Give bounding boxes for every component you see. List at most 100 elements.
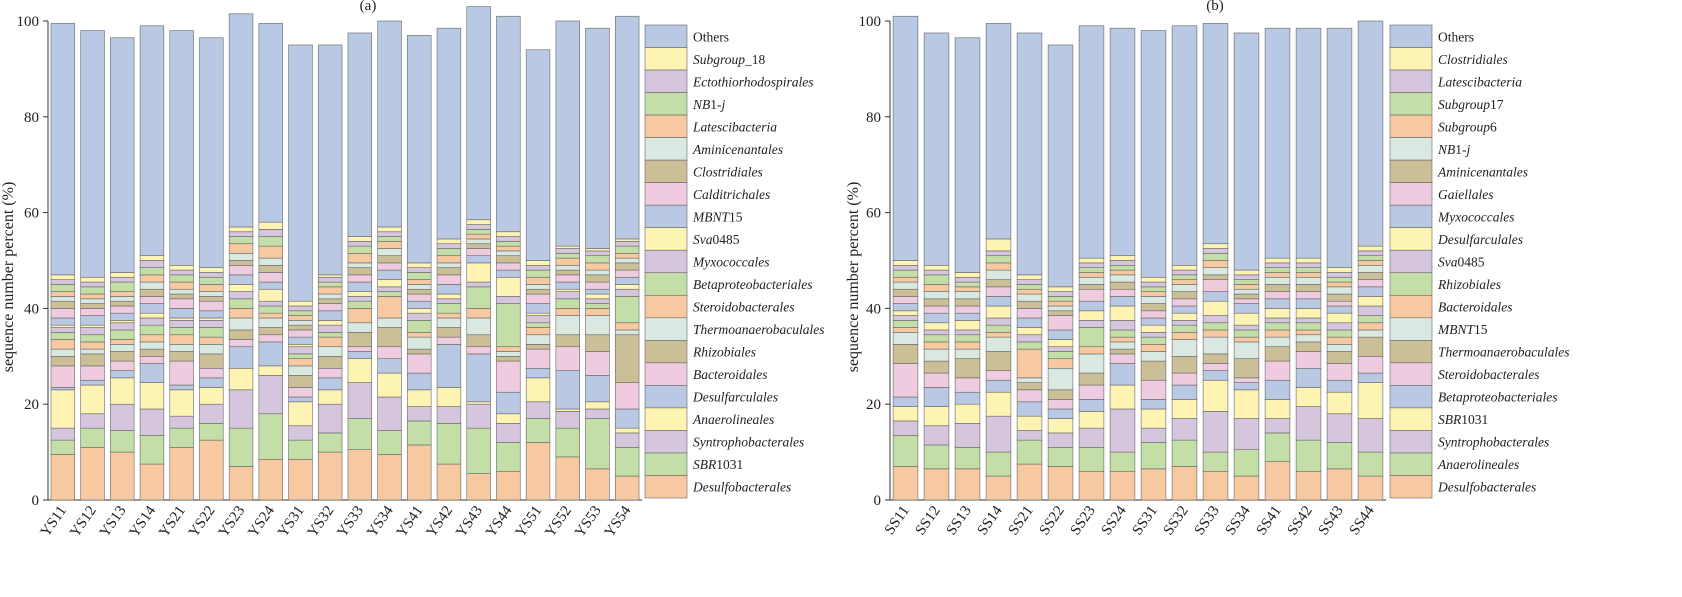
panel-b-bar-ss41-betaproteobacteriales xyxy=(1264,379,1291,400)
panel-a-bar-ys33-clostridiales xyxy=(347,267,373,276)
panel-a-x-tick-label-ys34: YS34 xyxy=(364,503,397,541)
panel-b-bar-ss41-thermoanaerobaculales xyxy=(1264,346,1291,362)
panel-b-bar-ss31-clostridiales xyxy=(1140,276,1167,283)
panel-a-bar-ys51-rhizobiales xyxy=(525,344,551,350)
panel-a-bar-ys32-rhizobiales xyxy=(317,355,343,369)
panel-a-bar-ys33-desulfobacterales xyxy=(347,449,373,501)
panel-a-bar-ys22-syntrophobacterales xyxy=(199,403,224,424)
panel-b-bar-ss21-sva0485 xyxy=(1016,334,1043,343)
panel-b-bar-ss41-sva0485 xyxy=(1264,317,1291,324)
panel-a-bar-ys43-desulfarculales xyxy=(466,353,491,403)
panel-b-bar-ss34-thermoanaerobaculales xyxy=(1233,358,1260,379)
panel-a-legend-label-sbr1031: SBR1031 xyxy=(693,457,743,472)
panel-a-bar-ys53-desulfarculales xyxy=(585,375,610,403)
panel-a-title: (a) xyxy=(360,0,377,14)
panel-a-bar-ys44-betaproteobacteriales xyxy=(496,303,521,348)
panel-a-bar-ys52-anaerolineales xyxy=(555,408,580,412)
panel-a-bar-ys32-desulfarculales xyxy=(317,377,343,391)
panel-b-bar-ss11-subgroup17 xyxy=(892,269,919,278)
panel-a-bar-ys24-thermoanaerobaculales xyxy=(258,317,283,328)
panel-b-bar-ss23-latescibacteria xyxy=(1078,262,1105,268)
panel-a-legend-label-sva0485: Sva0485 xyxy=(693,232,740,247)
panel-b-bar-ss34-latescibacteria xyxy=(1233,274,1260,280)
panel-a-bar-ys23-steroidobacterales xyxy=(228,308,254,319)
panel-a-bar-ys32-myxococcales xyxy=(317,324,343,333)
panel-a-bar-ys42-desulfobacterales xyxy=(436,463,462,501)
panel-b-bar-ss11-betaproteobacteriales xyxy=(892,396,919,407)
panel-a-bar-ys51-desulfobacterales xyxy=(525,442,551,501)
panel-a-bar-ys32-betaproteobacteriales xyxy=(317,332,343,338)
panel-b-bar-ss33-clostridiales xyxy=(1202,243,1229,249)
panel-b-bar-ss43-nb1-j xyxy=(1326,286,1353,295)
panel-a-bar-ys51-desulfarculales xyxy=(525,367,551,379)
panel-a-bar-ys23-myxococcales xyxy=(228,291,254,300)
panel-a-bar-ys53-others xyxy=(585,27,610,249)
panel-a-bar-ys43-aminicenantales xyxy=(466,238,491,245)
panel-b-bar-ss23-gaiellales xyxy=(1078,288,1105,302)
panel-b-bar-ss24-clostridiales xyxy=(1109,255,1136,261)
panel-a-bar-ys43-steroidobacterales xyxy=(466,308,491,319)
panel-a-bar-ys43-betaproteobacteriales xyxy=(466,286,491,309)
panel-b-bar-ss22-sva0485 xyxy=(1047,346,1074,352)
panel-a-bar-ys52-rhizobiales xyxy=(555,334,580,348)
panel-a-bar-ys41-latescibacteria xyxy=(407,279,432,285)
panel-a-bar-ys32-aminicenantales xyxy=(317,293,343,300)
panel-a-bar-ys53-subgroup-18 xyxy=(585,248,610,252)
panel-a-bar-ys54-rhizobiales xyxy=(614,334,640,383)
panel-a-bar-ys43-sbr1031 xyxy=(466,427,491,474)
panel-a-bar-ys53-rhizobiales xyxy=(585,334,610,352)
panel-b-y-tick-label: 0 xyxy=(874,493,882,509)
panel-a-bar-ys22-clostridiales xyxy=(199,296,224,302)
panel-a-bar-ys34-bacteroidales xyxy=(377,346,402,359)
panel-a-bar-ys42-nb1-j xyxy=(436,248,462,257)
panel-b-bar-ss44-rhizobiales xyxy=(1357,315,1384,324)
panel-a-bar-ys24-others xyxy=(258,23,283,223)
panel-a-bar-ys21-myxococcales xyxy=(169,320,194,328)
panel-a-bar-ys32-desulfobacterales xyxy=(317,451,343,501)
panel-a-bar-ys32-subgroup-18 xyxy=(317,274,343,278)
panel-a-bar-ys54-syntrophobacterales xyxy=(614,432,640,448)
panel-a-bar-ys14-desulfarculales xyxy=(139,363,165,383)
panel-b-bar-ss21-mbnt15 xyxy=(1016,377,1043,383)
panel-b-bar-ss12-nb1-j xyxy=(923,291,950,300)
panel-b-bar-ss12-sbr1031 xyxy=(923,406,950,427)
panel-a-legend-label-myxococcales: Myxococcales xyxy=(692,255,769,270)
panel-b-bar-ss23-sva0485 xyxy=(1078,320,1105,328)
panel-b-bar-ss42-mbnt15 xyxy=(1295,334,1322,343)
panel-b-bar-ss32-steroidobacterales xyxy=(1171,372,1198,386)
panel-a-bar-ys21-latescibacteria xyxy=(169,281,194,290)
panel-a-bar-ys24-calditrichales xyxy=(258,272,283,283)
panel-a-bar-ys34-latescibacteria xyxy=(377,241,402,249)
panel-b-legend-label-aminicenantales: Aminicenantales xyxy=(1437,164,1528,179)
panel-b-legend-swatch-anaerolineales xyxy=(1389,452,1433,476)
panel-a-bar-ys31-rhizobiales xyxy=(288,375,313,388)
panel-a-bar-ys41-rhizobiales xyxy=(407,348,432,355)
panel-a-bar-ys41-myxococcales xyxy=(407,312,432,321)
panel-b-legend-label-nb1-j: NB1-j xyxy=(1437,142,1471,157)
panel-b-legend-label-syntrophobacterales: Syntrophobacterales xyxy=(1438,435,1549,450)
panel-b-bar-ss14-sbr1031 xyxy=(985,391,1012,417)
panel-a-bar-ys44-sbr1031 xyxy=(496,442,521,472)
panel-b-bar-ss32-myxococcales xyxy=(1171,305,1198,314)
panel-b-plot-area: 0 20 40 60 80 100 SS11 SS12 SS13 SS14 SS21 SS22 SS23… xyxy=(859,14,1386,538)
panel-b-bar-ss43-syntrophobacterales xyxy=(1326,413,1353,443)
panel-a-bar-ys14-aminicenantales xyxy=(139,281,165,290)
panel-a-bar-ys42-myxococcales xyxy=(436,298,462,304)
panel-a-x-tick-label-ys41: YS41 xyxy=(394,503,427,540)
panel-b-legend-label-desulfobacterales: Desulfobacterales xyxy=(1437,480,1536,495)
panel-b-legend-swatch-subgroup17 xyxy=(1389,92,1433,116)
panel-b-bar-ss12-steroidobacterales xyxy=(923,372,950,388)
panel-b-bar-ss34-mbnt15 xyxy=(1233,341,1260,359)
panel-a-bar-ys13-bacteroidales xyxy=(110,360,135,371)
panel-a-bar-ys51-anaerolineales xyxy=(525,377,551,403)
panel-a-bar-ys53-aminicenantales xyxy=(585,269,610,276)
panel-a-bar-ys54-latescibacteria xyxy=(614,253,640,259)
panel-b-bar-ss14-sva0485 xyxy=(985,317,1012,326)
panel-b-bar-ss22-rhizobiales xyxy=(1047,351,1074,359)
panel-b-bar-ss11-bacteroidales xyxy=(892,327,919,333)
panel-b-bar-ss22-subgroup6 xyxy=(1047,300,1074,307)
panel-b-bar-ss23-myxococcales xyxy=(1078,300,1105,312)
panel-b-bar-ss24-aminicenantales xyxy=(1109,281,1136,290)
panel-b-bar-ss12-rhizobiales xyxy=(923,334,950,343)
panel-a-bar-ys12-myxococcales xyxy=(80,327,105,336)
